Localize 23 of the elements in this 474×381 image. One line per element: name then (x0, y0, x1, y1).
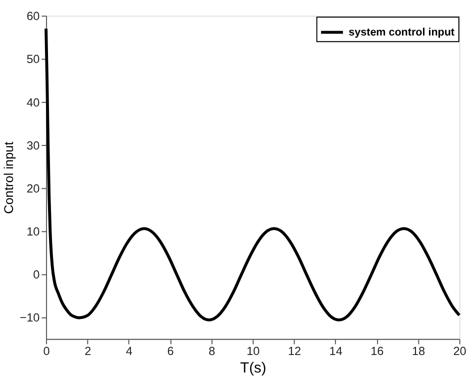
y-tick-label: 0 (33, 268, 40, 282)
y-axis-title: Control input (0, 141, 16, 214)
x-tick-label: 0 (43, 345, 50, 358)
x-axis-title: T(s) (240, 360, 266, 377)
y-tick-label: 40 (26, 96, 40, 110)
x-tick-label: 8 (208, 345, 216, 358)
y-tick-label: 60 (26, 10, 40, 24)
x-tick-label: 12 (288, 345, 302, 358)
y-tick-label: 50 (26, 53, 40, 66)
y-tick-label: 20 (26, 182, 40, 196)
x-tick-label: 18 (412, 345, 426, 358)
x-tick-label: 16 (370, 345, 384, 358)
y-tick-label: 30 (26, 139, 40, 152)
x-tick-label: 10 (246, 345, 260, 358)
y-tick-label: 10 (26, 226, 40, 239)
x-tick-label: 14 (329, 345, 343, 358)
x-tick-label: 6 (167, 345, 174, 358)
y-tick-label: −10 (20, 312, 40, 325)
legend-label: system control input (348, 26, 455, 38)
x-tick-label: 20 (453, 345, 467, 358)
x-tick-label: 2 (84, 345, 92, 358)
x-tick-label: 4 (126, 345, 133, 358)
line-series (44, 27, 461, 322)
